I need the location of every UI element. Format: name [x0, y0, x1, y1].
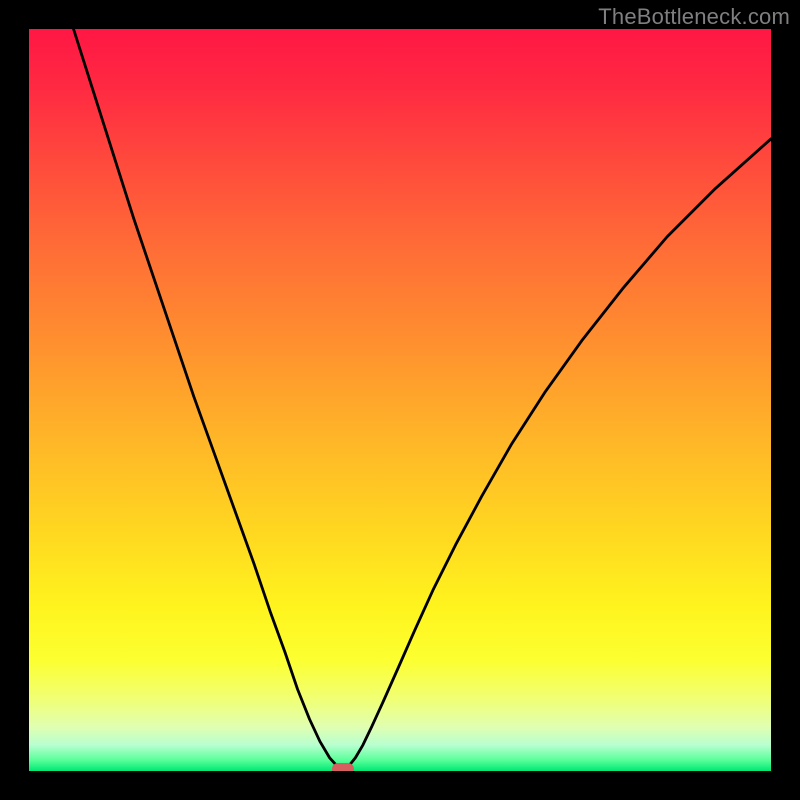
minimum-marker	[332, 763, 354, 771]
watermark-text: TheBottleneck.com	[598, 4, 790, 30]
bottleneck-curve	[29, 29, 771, 771]
plot-area	[29, 29, 771, 771]
